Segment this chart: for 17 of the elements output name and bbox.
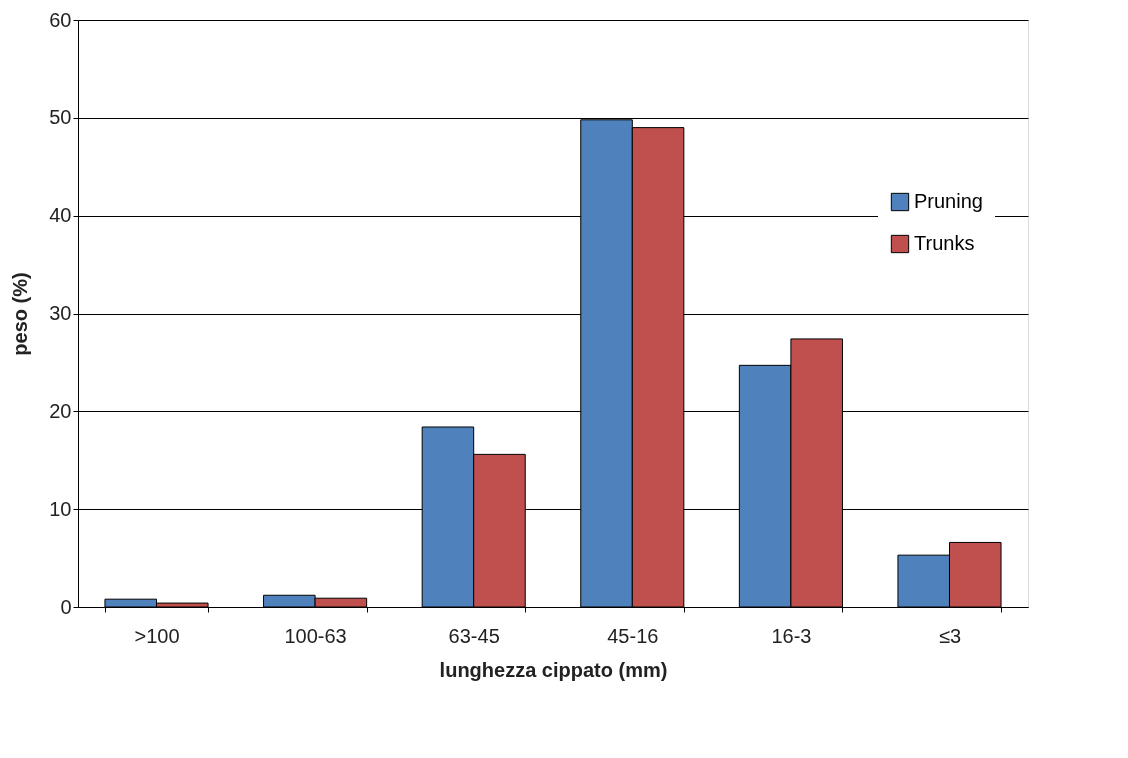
x-tick-label: 63-45: [448, 624, 500, 647]
y-tick-label: 60: [49, 8, 72, 31]
x-tick-label: >100: [134, 624, 180, 647]
x-axis-title: lunghezza cippato (mm): [439, 658, 668, 681]
y-tick-label: 50: [49, 106, 72, 129]
x-tick-label: 45-16: [607, 624, 659, 647]
x-tick-label: ≤3: [938, 624, 962, 647]
y-tick-label: 30: [49, 302, 72, 324]
y-tick-label: 10: [49, 497, 72, 520]
y-tick-label: 0: [60, 595, 72, 618]
legend-label: Trunks: [914, 232, 975, 254]
y-tick-label: 40: [49, 204, 72, 227]
legend-label: Pruning: [914, 190, 983, 212]
y-tick-label: 20: [49, 399, 72, 422]
y-axis-title: peso (%): [9, 272, 32, 356]
x-tick-label: 16-3: [771, 624, 812, 647]
x-tick-label: 100-63: [284, 624, 347, 647]
